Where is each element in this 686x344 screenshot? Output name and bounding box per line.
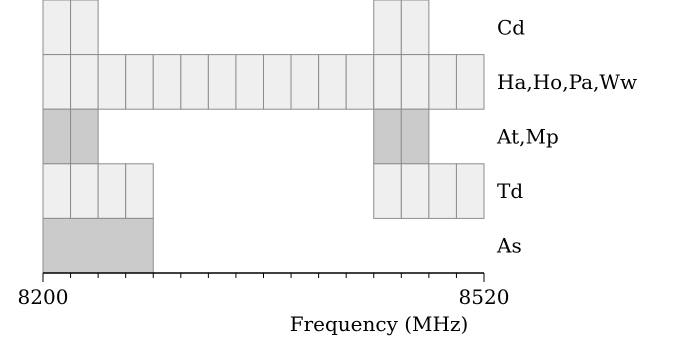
row-labels: Cd Ha,Ho,Pa,Ww At,Mp Td As: [496, 15, 637, 257]
band-cell: [290, 54, 320, 110]
band-cell: [97, 54, 127, 110]
x-tick-label-max: 8520: [459, 285, 510, 309]
band-cell: [400, 0, 430, 56]
band-cell: [70, 108, 99, 165]
band-cell: [42, 54, 72, 110]
row-label: At,Mp: [496, 125, 559, 149]
band-cell: [70, 0, 99, 56]
x-axis-title: Frequency (MHz): [290, 312, 469, 336]
row-label: Cd: [497, 15, 525, 39]
band-cell: [400, 108, 430, 165]
band-cell: [207, 54, 237, 110]
band-cell: [373, 163, 402, 219]
band-cell: [235, 54, 264, 110]
band-cell: [97, 163, 127, 219]
row-3: [42, 108, 430, 165]
x-tick-label-min: 8200: [18, 285, 69, 309]
rows-layer: [42, 0, 485, 274]
band-cell: [373, 108, 402, 165]
x-axis: 8200 8520 Frequency (MHz): [18, 272, 510, 336]
band-cell: [428, 163, 457, 219]
band-cell: [125, 54, 154, 110]
band-block: [42, 217, 154, 274]
band-cell: [180, 54, 209, 110]
row-label: Td: [497, 179, 523, 203]
band-cell: [318, 54, 347, 110]
band-cell: [345, 54, 375, 110]
band-cell: [263, 54, 292, 110]
row-2: [42, 54, 485, 110]
row-5: [42, 217, 154, 274]
band-cell: [373, 54, 402, 110]
row-label: As: [496, 234, 522, 258]
band-cell: [400, 54, 430, 110]
row-4: [42, 163, 485, 219]
band-cell: [125, 163, 154, 219]
x-axis-ticks: [42, 273, 485, 282]
band-cell: [70, 54, 99, 110]
band-cell: [428, 54, 457, 110]
band-cell: [70, 163, 99, 219]
band-cell: [42, 163, 72, 219]
row-1: [42, 0, 430, 56]
band-cell: [455, 163, 485, 219]
band-cell: [42, 108, 72, 165]
band-cell: [455, 54, 485, 110]
row-label: Ha,Ho,Pa,Ww: [497, 70, 637, 94]
band-cell: [42, 0, 72, 56]
band-cell: [373, 0, 402, 56]
band-cell: [400, 163, 430, 219]
band-cell: [152, 54, 182, 110]
